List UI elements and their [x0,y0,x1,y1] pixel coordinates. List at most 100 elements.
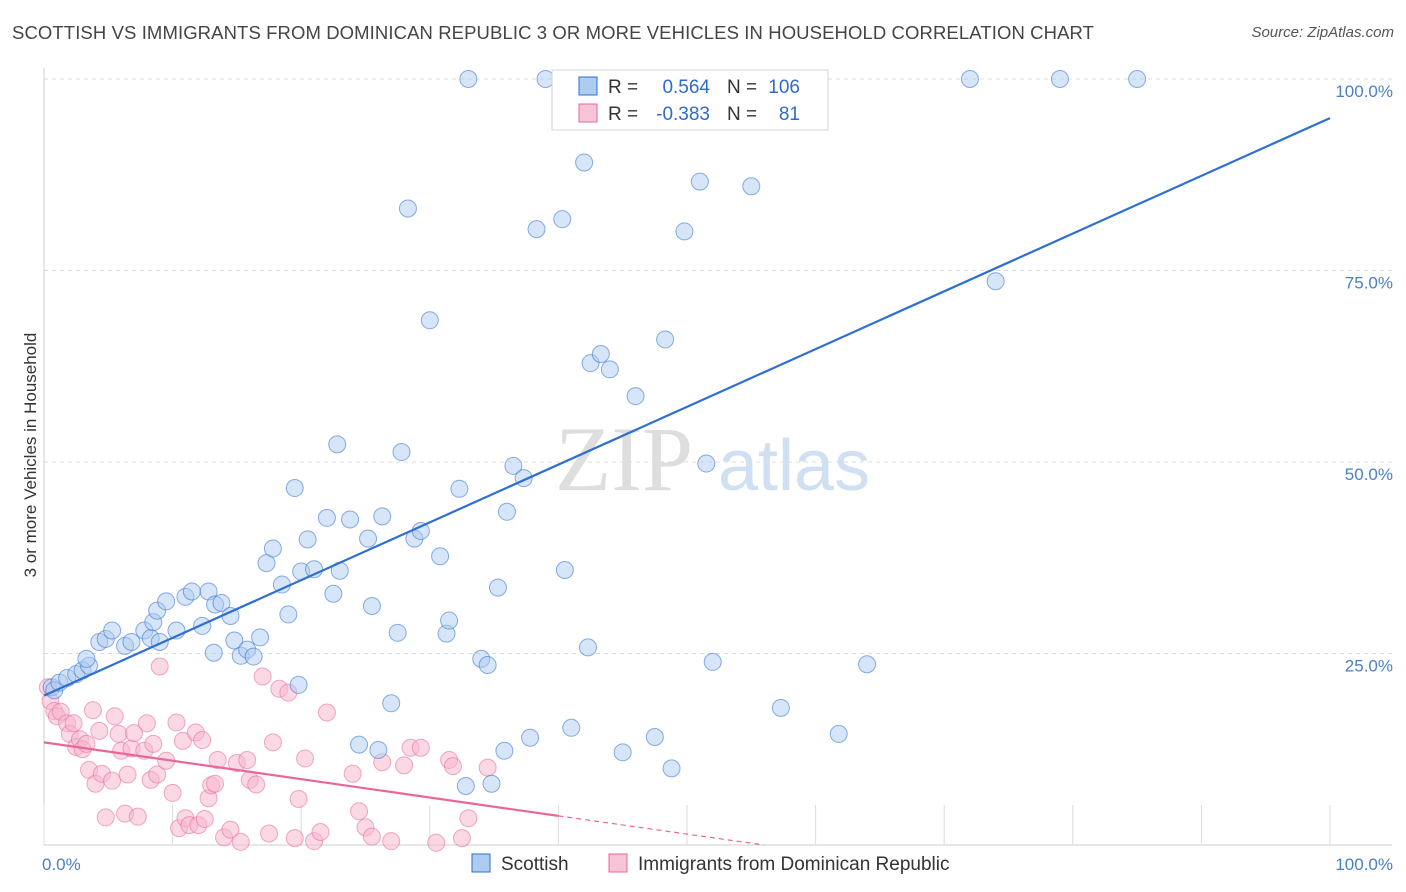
grid-lines [44,78,1395,654]
point-scottish [373,507,392,526]
point-immigrants [221,820,240,839]
point-scottish [212,593,231,612]
bottom-legend-swatch-scottish [471,853,491,873]
point-scottish [350,735,369,754]
y-tick-label: 100.0% [1335,82,1393,101]
point-scottish [742,177,761,196]
point-scottish [392,443,411,462]
point-immigrants [83,701,102,720]
point-immigrants [247,775,266,794]
series-immigrants-points [38,657,497,852]
y-tick-label: 75.0% [1345,274,1393,293]
point-scottish [771,698,790,717]
point-immigrants [260,824,279,843]
watermark-atlas: atlas [718,426,870,506]
point-immigrants [382,832,401,851]
bottom-legend-label-scottish: Scottish [501,854,569,875]
point-scottish [411,521,430,540]
point-immigrants [395,756,414,775]
point-scottish [482,774,501,793]
point-scottish [263,539,282,558]
point-scottish [829,724,848,743]
point-scottish [182,582,201,601]
point-immigrants [96,808,115,827]
point-scottish [317,508,336,527]
point-scottish [858,655,877,674]
trend-line-immigrants-extension [558,815,765,846]
bottom-legend: Scottish Immigrants from Dominican Repub… [471,853,950,875]
point-immigrants [238,750,257,769]
legend-swatch-scottish [578,76,598,96]
point-scottish [697,454,716,473]
point-scottish [578,638,597,657]
point-scottish [555,561,574,580]
point-immigrants [208,750,227,769]
point-immigrants [206,774,225,793]
point-scottish [431,547,450,566]
point-scottish [562,718,581,737]
point-immigrants [317,703,336,722]
y-axis-label: 3 or more Vehicles in Household [21,333,40,578]
point-immigrants [459,809,478,828]
point-scottish [359,529,378,548]
source-credit: Source: ZipAtlas.com [1251,24,1394,41]
point-immigrants [263,733,282,752]
point-scottish [478,655,497,674]
bottom-legend-swatch-immigrants [608,853,628,873]
point-immigrants [64,714,83,733]
point-scottish [527,220,546,239]
point-immigrants [103,771,122,790]
point-immigrants [195,809,214,828]
point-scottish [362,597,381,616]
point-immigrants [144,734,163,753]
point-scottish [497,502,516,521]
y-tick-labels: 25.0% 50.0% 75.0% 100.0% [1335,82,1393,676]
point-immigrants [193,731,212,750]
point-scottish [1128,70,1147,88]
point-scottish [703,652,722,671]
point-scottish [251,628,270,647]
legend-n-label-immigrants: N = [727,104,757,125]
point-scottish [285,479,304,498]
point-scottish [450,479,469,498]
x-tick-label: 0.0% [42,855,81,874]
legend-n-value-scottish: 106 [768,77,800,98]
point-scottish [1050,70,1069,88]
point-scottish [225,631,244,650]
point-immigrants [253,667,272,686]
point-immigrants [118,765,137,784]
point-scottish [613,743,632,762]
point-scottish [77,649,96,668]
point-scottish [398,199,417,218]
watermark-zip: ZIP [555,408,693,510]
point-scottish [459,70,478,88]
point-scottish [382,694,401,713]
point-scottish [536,70,555,88]
point-scottish [488,578,507,597]
legend-n-value-immigrants: 81 [779,104,800,125]
point-scottish [675,222,694,241]
point-immigrants [128,807,147,826]
point-immigrants [343,764,362,783]
point-scottish [289,675,308,694]
point-immigrants [411,738,430,757]
point-scottish [495,741,514,760]
series-scottish-points [42,70,1147,796]
point-immigrants [231,832,250,851]
watermark: ZIP atlas [555,408,870,510]
legend-r-label-immigrants: R = [608,104,638,125]
point-scottish [626,387,645,406]
point-immigrants [137,714,156,733]
point-immigrants [125,724,144,743]
point-immigrants [452,829,471,848]
point-immigrants [148,765,167,784]
point-scottish [204,643,223,662]
point-immigrants [296,749,315,768]
point-scottish [591,344,610,363]
point-scottish [341,510,360,529]
point-scottish [157,592,176,611]
point-immigrants [105,707,124,726]
legend-swatch-immigrants [578,103,598,123]
legend-r-value-immigrants: -0.383 [656,104,710,125]
